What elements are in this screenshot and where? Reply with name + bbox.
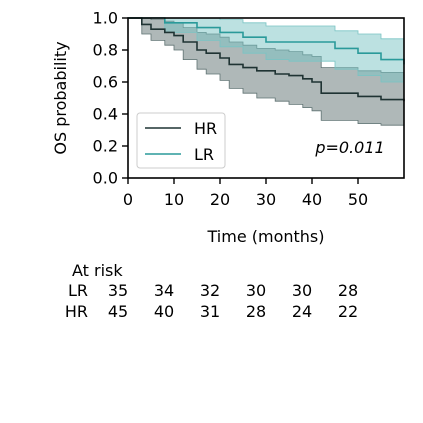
risk-row-label: LR (68, 281, 88, 300)
risk-count: 32 (200, 281, 220, 300)
x-axis-ticks: 0 10 20 30 40 50 (123, 178, 368, 209)
y-tick-label: 0.0 (93, 169, 118, 188)
risk-count: 34 (154, 281, 174, 300)
risk-count: 24 (292, 302, 312, 321)
legend-label-hr: HR (194, 119, 217, 138)
y-tick-label: 0.6 (93, 73, 118, 92)
y-tick-label: 0.4 (93, 105, 118, 124)
y-tick-label: 0.2 (93, 137, 118, 156)
risk-count: 28 (246, 302, 266, 321)
risk-count: 35 (108, 281, 128, 300)
y-tick-label: 1.0 (93, 9, 118, 28)
legend-label-lr: LR (194, 145, 214, 164)
y-axis-ticks: 0.0 0.2 0.4 0.6 0.8 1.0 (93, 9, 128, 188)
survival-curve-hr (128, 17, 405, 102)
y-axis-label: OS probability (51, 41, 70, 154)
survival-curve-lr (128, 17, 405, 65)
risk-count: 31 (200, 302, 220, 321)
x-tick-label: 40 (302, 190, 322, 209)
risk-count: 40 (154, 302, 174, 321)
risk-count: 30 (292, 281, 312, 300)
legend: HR LR (136, 112, 226, 169)
x-axis-label: Time (months) (207, 227, 325, 246)
confidence-bands (128, 17, 405, 127)
risk-count: 45 (108, 302, 128, 321)
risk-count: 30 (246, 281, 266, 300)
x-tick-label: 30 (256, 190, 276, 209)
x-tick-label: 50 (348, 190, 368, 209)
x-tick-label: 10 (164, 190, 184, 209)
risk-table: At risk LR 35 34 32 30 30 28 HR 45 40 31 28 24 22 (65, 261, 358, 321)
p-value-annotation: p=0.011 (314, 138, 384, 157)
risk-count: 28 (338, 281, 358, 300)
risk-table-title: At risk (72, 261, 123, 280)
risk-row-label: HR (65, 302, 88, 321)
risk-table-rows: LR 35 34 32 30 30 28 HR 45 40 31 28 24 22 (65, 281, 358, 321)
x-tick-label: 20 (210, 190, 230, 209)
risk-count: 22 (338, 302, 358, 321)
survival-curves (128, 17, 405, 102)
y-tick-label: 0.8 (93, 41, 118, 60)
x-tick-label: 0 (123, 190, 133, 209)
